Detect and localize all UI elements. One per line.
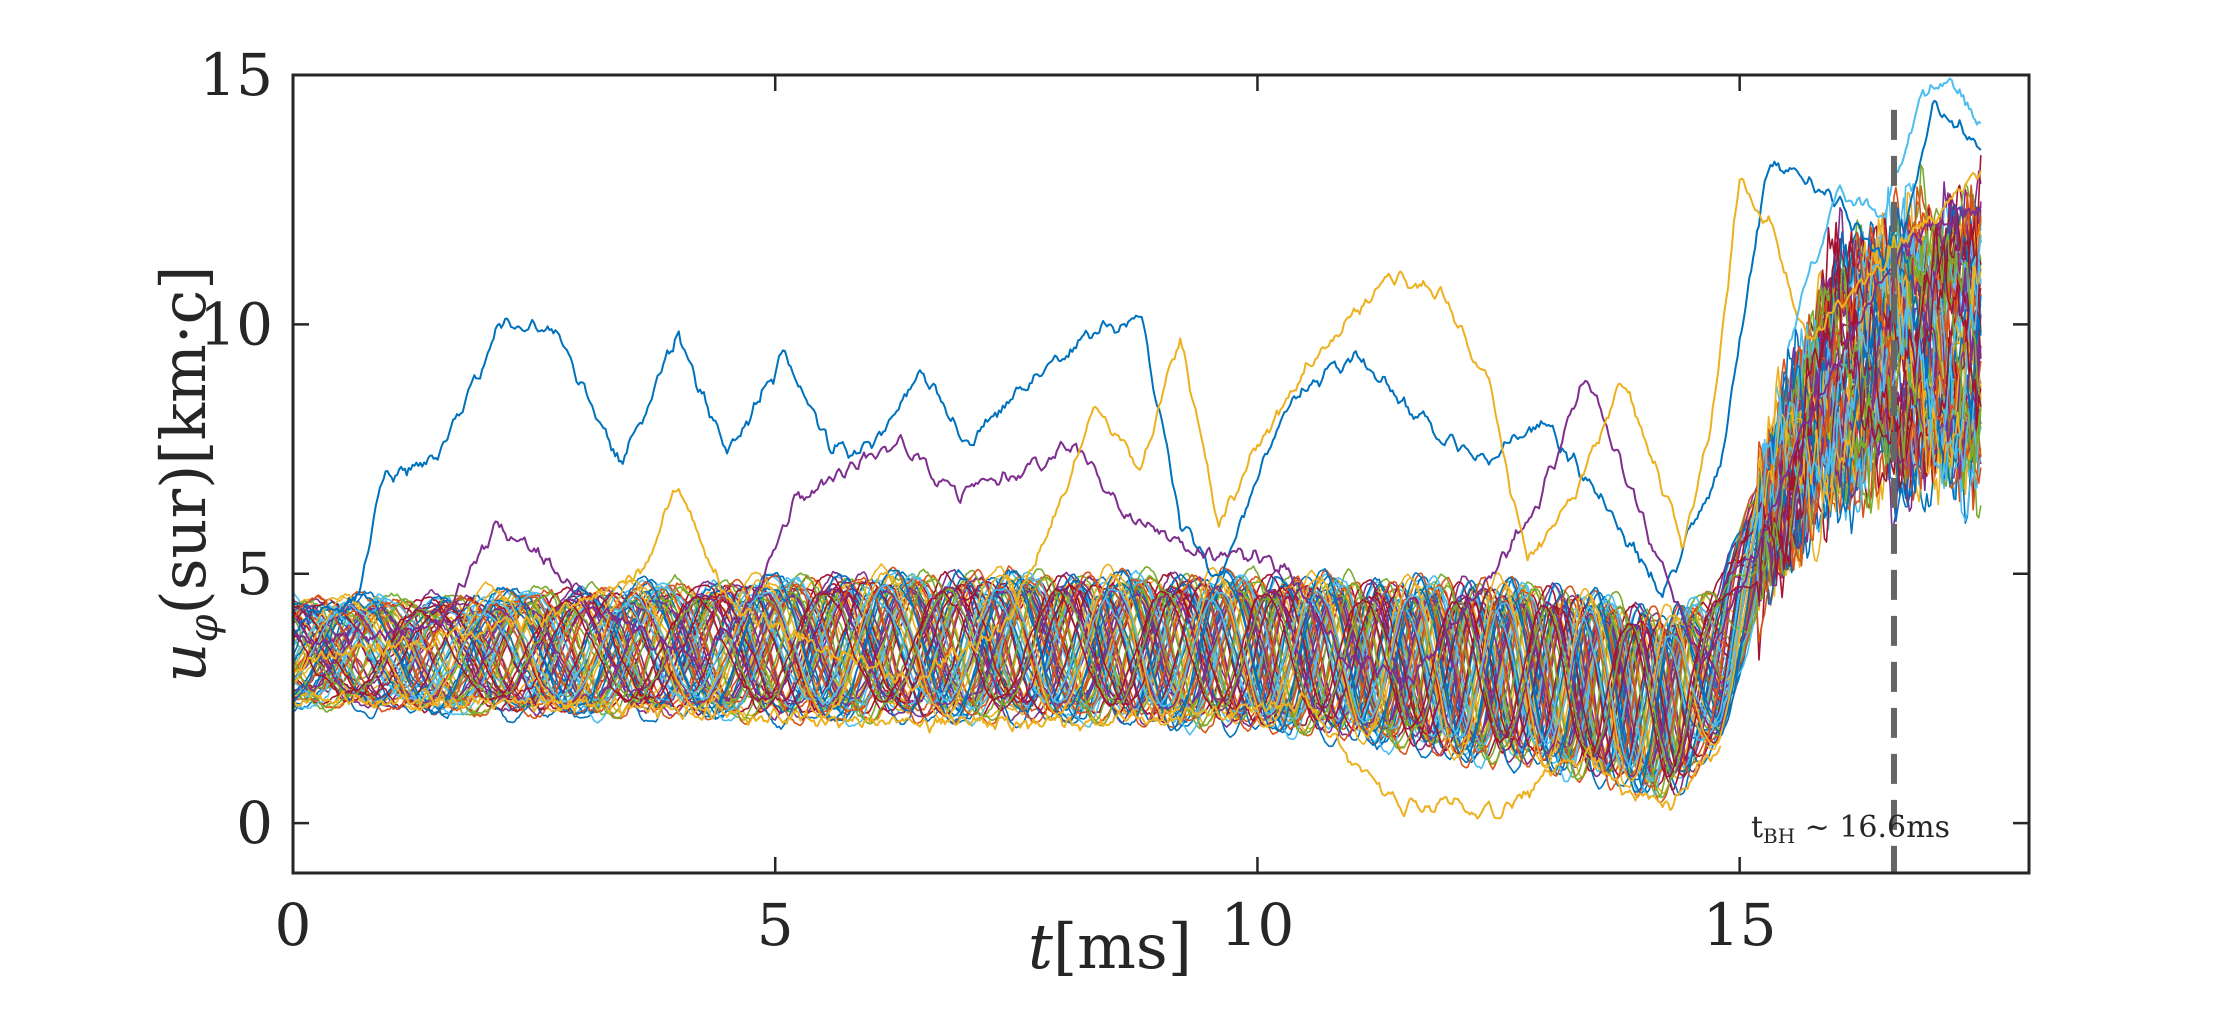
series-line-62 bbox=[292, 248, 1982, 771]
series-line-40 bbox=[292, 164, 1982, 798]
y-axis-subscript: φ bbox=[181, 614, 227, 642]
y-axis-unit: (sur)[km·c] bbox=[147, 266, 220, 615]
tick-layer: 0 5 10 15 0 5 10 15 bbox=[199, 41, 2029, 959]
reference-label-var: t bbox=[1751, 810, 1763, 845]
series-line-61 bbox=[292, 222, 1982, 799]
plot-area-frame bbox=[291, 73, 2031, 875]
y-tick-label-15: 15 bbox=[199, 41, 273, 109]
series-line-47 bbox=[293, 245, 1982, 778]
x-axis-variable: t bbox=[1028, 910, 1053, 983]
x-tick-label-15: 15 bbox=[1703, 891, 1777, 959]
y-tick-label-0: 0 bbox=[236, 789, 273, 857]
y-tick-label-5: 5 bbox=[236, 540, 273, 608]
y-axis-variable: u bbox=[147, 643, 220, 683]
x-tick-label-5: 5 bbox=[757, 891, 794, 959]
outlier-line-4 bbox=[292, 689, 1722, 820]
series-line-70 bbox=[292, 222, 1982, 778]
x-tick-label-10: 10 bbox=[1221, 891, 1295, 959]
y-tick-label-10: 10 bbox=[199, 290, 273, 358]
outlier-line-1 bbox=[292, 99, 1982, 634]
x-tick-label-0: 0 bbox=[275, 891, 312, 959]
outlier-line-5 bbox=[1786, 77, 1982, 350]
series-line-69 bbox=[292, 235, 1982, 769]
outlier-line-2 bbox=[292, 205, 1982, 685]
series-layer bbox=[292, 77, 1982, 820]
reference-line-label: tBH ~ 16.6ms bbox=[1751, 810, 1950, 848]
reference-label-sub: BH bbox=[1763, 824, 1795, 848]
x-axis-unit: [ms] bbox=[1053, 910, 1192, 983]
outlier-line-3 bbox=[292, 170, 1982, 692]
y-axis-title: uφ(sur)[km·c] bbox=[147, 266, 227, 683]
series-line-53 bbox=[293, 221, 1982, 769]
series-line-46 bbox=[292, 228, 1982, 776]
reference-label-rest: ~ 16.6ms bbox=[1795, 810, 1950, 845]
series-line-34 bbox=[292, 228, 1982, 782]
series-line-48 bbox=[292, 236, 1982, 769]
series-line-65 bbox=[292, 184, 1982, 791]
x-axis-title: t[ms] bbox=[1028, 910, 1192, 983]
series-line-56 bbox=[292, 155, 1982, 777]
